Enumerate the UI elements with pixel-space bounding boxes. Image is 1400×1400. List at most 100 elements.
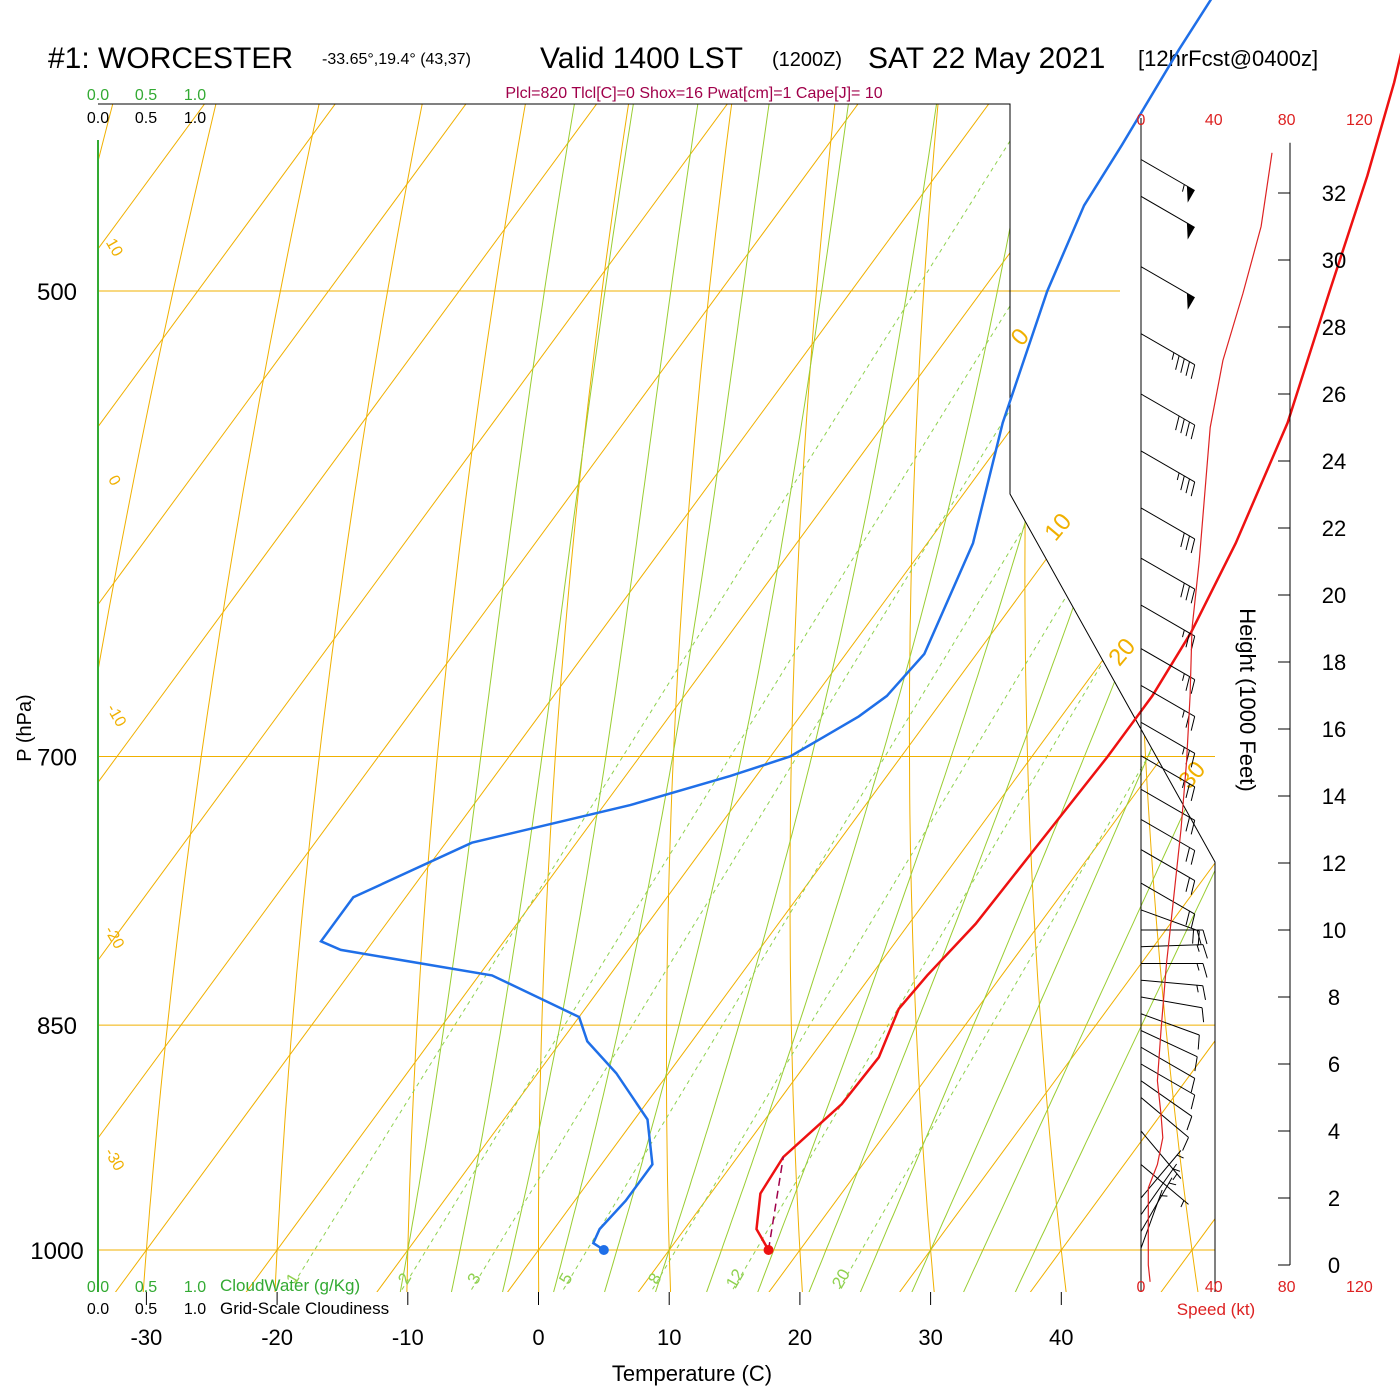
dry-adiabat-line: [789, 104, 969, 1292]
moist-adiabat-lines: [392, 104, 1215, 1292]
temperature-tick-label: -20: [261, 1325, 293, 1350]
moist-adiabat-line: [692, 104, 1166, 1292]
height-tick-label: 4: [1328, 1119, 1340, 1144]
wind-barb-full: [1190, 820, 1196, 835]
dry-adiabat-label: 20: [1103, 633, 1141, 671]
wind-barb-full: [1185, 535, 1190, 551]
wind-barb: [1140, 1150, 1184, 1199]
temperature-tick-label: 10: [657, 1325, 681, 1350]
moist-adiabat-line: [442, 104, 803, 1292]
mixing-ratio-line: [627, 104, 1215, 1292]
wind-barb-full: [1192, 929, 1195, 944]
wind-barb-staff: [1140, 721, 1195, 754]
chart-title: #1: WORCESTER -33.65°,19.4° (43,37) Vali…: [48, 42, 1318, 75]
temperature-axis-label: Temperature (C): [612, 1361, 772, 1386]
wind-barb-full: [1190, 679, 1196, 694]
pressure-axis-label: P (hPa): [14, 694, 36, 761]
wind-barb-half: [1182, 184, 1185, 192]
height-tick-label: 30: [1322, 248, 1346, 273]
wind-barb-full: [1185, 632, 1190, 648]
wind-barb: [1140, 944, 1208, 959]
plot-frame: [98, 103, 1216, 1292]
wind-barb-full: [1185, 877, 1190, 892]
speed-tick-label-top: 0: [1137, 112, 1146, 129]
mixing-ratio-label: 20: [828, 1266, 854, 1292]
wind-barb-staff: [1140, 266, 1195, 299]
wind-barb-half: [1176, 1154, 1184, 1159]
dry-adiabat-line: [98, 104, 448, 1292]
height-tick-label: 26: [1322, 382, 1346, 407]
temperature-tick-label: 40: [1049, 1325, 1073, 1350]
station-title: #1: WORCESTER: [48, 42, 293, 75]
wind-barb-full: [1180, 582, 1185, 598]
wind-barb-staff: [1140, 450, 1195, 483]
wind-barb: [1140, 648, 1196, 694]
wind-barb: [1140, 1080, 1193, 1131]
height-tick-label: 20: [1322, 583, 1346, 608]
wind-barb-staff: [1140, 1030, 1198, 1058]
height-tick-label: 28: [1322, 315, 1346, 340]
speed-tick-label-bottom: 120: [1346, 1279, 1373, 1296]
forecast-label: [12hrFcst@0400z]: [1138, 46, 1318, 71]
wind-barb: [1140, 996, 1205, 1023]
dry-adiabat-line: [1024, 104, 1143, 1292]
wind-barb-full: [1202, 963, 1208, 978]
wind-barb-full: [1190, 588, 1196, 604]
wind-barb-staff: [1140, 557, 1195, 590]
isotherm-label: -20: [101, 923, 127, 952]
wind-barb-full: [1197, 1034, 1200, 1050]
pressure-tick-label: 1000: [30, 1238, 83, 1265]
isotherm-line: [98, 104, 1207, 1292]
speed-tick-label-bottom: 80: [1278, 1279, 1296, 1296]
isotherm-line: [98, 104, 1215, 1292]
height-axis-label: Height (1000 Feet): [1235, 608, 1260, 791]
temperature-tick-label: 30: [918, 1325, 942, 1350]
cloud-scale-bottom-green-tick: 0.0: [87, 1279, 109, 1296]
moist-adiabat-line: [945, 104, 1215, 1292]
isotherm-line: [749, 104, 1215, 1292]
wind-barb-staff: [1140, 333, 1195, 366]
temperature-tick-label: 20: [788, 1325, 812, 1350]
wind-barb: [1140, 604, 1196, 651]
wind-barb-full: [1190, 786, 1196, 802]
wind-barb-full: [1175, 355, 1180, 370]
wind-barb-full: [1180, 532, 1185, 548]
isobar-lines: [98, 290, 1215, 1251]
wind-barb: [1140, 882, 1196, 929]
isotherm-line: [880, 104, 1215, 1292]
wind-barb-full: [1190, 1078, 1196, 1093]
cloud-scale-bottom-black-tick: 1.0: [184, 1301, 206, 1318]
wind-barb-staff: [1140, 1177, 1173, 1232]
dry-adiabat-line: [98, 104, 274, 1292]
wind-barb-full: [1185, 676, 1190, 691]
stability-indices: Plcl=820 Tlcl[C]=0 Shox=16 Pwat[cm]=1 Ca…: [505, 85, 882, 102]
wind-barb-full: [1185, 847, 1190, 862]
wind-barb-half: [1182, 747, 1185, 755]
isotherm-lines: [98, 104, 1215, 1292]
wind-barb-staff: [1140, 996, 1203, 1009]
wind-speed-profile-line: [1147, 152, 1273, 1282]
wind-barb: [1140, 819, 1196, 865]
wind-barb-half: [1182, 710, 1185, 718]
dry-adiabat-line: [140, 104, 535, 1292]
pressure-axis: 2503004005007008501000: [30, 279, 83, 1265]
wind-barb: [1140, 788, 1196, 835]
height-tick-label: 22: [1322, 516, 1346, 541]
cloud-scales: 0.0 0.5 1.0 0.0 0.5 1.0 0.0 0.5 1.0 0.0 0.5 1.0: [87, 87, 206, 1318]
mixing-ratio-line: [814, 104, 1215, 1292]
wind-barb-staff: [1140, 849, 1195, 882]
pressure-tick-label: 500: [37, 279, 77, 306]
wind-barb-full: [1186, 1116, 1193, 1131]
mixing-ratio-line: [538, 104, 1215, 1292]
wind-barb-staff: [1140, 1130, 1182, 1179]
wind-barb-half: [1172, 1168, 1181, 1172]
wind-barb: [1140, 1164, 1189, 1208]
pressure-tick-label: 700: [37, 745, 77, 772]
wind-barb-full: [1190, 1094, 1196, 1110]
speed-tick-label-top: 120: [1346, 112, 1373, 129]
cloudwater-label: CloudWater (g/Kg): [220, 1276, 360, 1295]
moist-adiabat-line: [996, 104, 1215, 1292]
wind-barb-half: [1196, 963, 1200, 971]
